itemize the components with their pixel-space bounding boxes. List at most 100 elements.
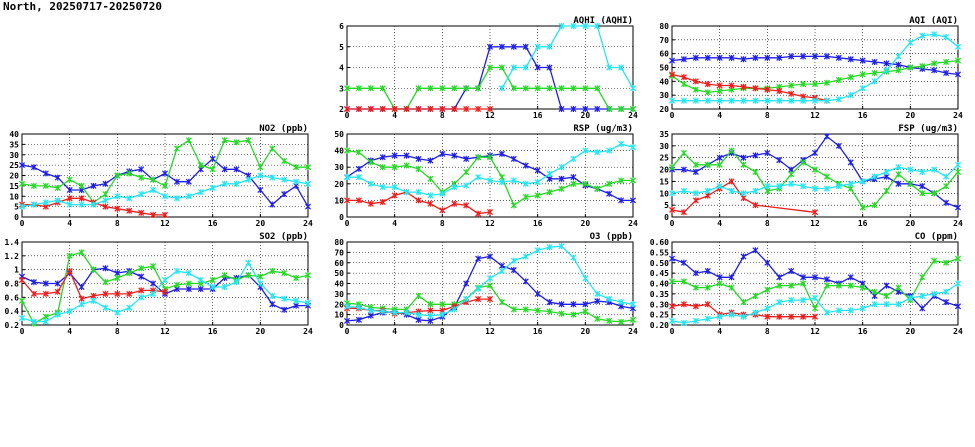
aqhi-series-2-point <box>367 105 374 113</box>
no2-series-2-point <box>114 205 121 212</box>
o3-series-0-point <box>415 316 422 323</box>
rsp-series-3-point <box>343 174 351 181</box>
aqi-series-3-point <box>847 92 854 99</box>
aqhi-series-2-point <box>355 105 362 113</box>
aqi-title: AQI (AQI) <box>909 16 958 26</box>
aqi-series-0-point <box>943 70 950 77</box>
aqi-series-3-point <box>895 53 902 60</box>
no2-series-1-point <box>78 182 85 189</box>
aqi-series-1-point <box>680 81 687 88</box>
no2-series-3-point <box>78 201 85 208</box>
chart-co: 0 4 8 12 16 20 24 0.200.25 0.300.350.40 0.450.50 0… <box>650 232 963 336</box>
rsp-xtick-label: 0 <box>345 219 350 228</box>
no2-series-0-point <box>90 182 97 189</box>
no2-series-3-point <box>114 193 121 200</box>
no2-series-3-point <box>293 178 300 185</box>
o3-series-3-point <box>379 308 386 315</box>
fsp-series-1-point <box>752 168 759 175</box>
o3-series-0-point <box>558 301 565 308</box>
aqi-series-1-point <box>800 81 807 88</box>
no2-series-3-point <box>161 193 169 200</box>
rsp-ytick-label: 0 <box>339 213 344 222</box>
so2-series-2-point <box>18 277 26 284</box>
fsp-xtick-label: 8 <box>765 219 770 228</box>
so2-series-3-point <box>269 292 276 299</box>
aqi-ytick-label: 20 <box>659 105 669 114</box>
so2-series-3-point <box>293 297 300 304</box>
so2-series-0-point <box>138 273 145 280</box>
rsp-series-0-point <box>463 155 470 162</box>
co-series-0-point <box>728 274 735 281</box>
co-ytick-label: 0.50 <box>650 259 669 268</box>
no2-series-1-point <box>150 176 157 183</box>
co-series-1-point <box>692 284 699 291</box>
rsp-series-0-point <box>439 150 446 157</box>
co-series-1-point <box>788 282 795 289</box>
aqi-series-0-point <box>716 54 723 61</box>
aqhi-xtick-label: 12 <box>485 111 495 120</box>
aqhi-series-1-point <box>355 85 362 92</box>
co-series-1-point <box>776 282 783 289</box>
fsp-ytick-label: 0 <box>664 213 669 222</box>
rsp-series-2-point <box>367 200 374 207</box>
rsp-series-3-point <box>463 182 470 189</box>
no2-series-2-point <box>126 207 133 214</box>
o3-series-0-point <box>510 266 517 274</box>
aqi-series-1-point <box>847 74 854 81</box>
aqi-xtick-label: 24 <box>953 111 963 120</box>
co-series-1-point <box>800 280 807 287</box>
no2-series-1-point <box>304 164 312 171</box>
fsp-series-1-point <box>728 147 735 154</box>
rsp-series-3-point <box>570 155 577 162</box>
fsp-ytick-label: 15 <box>659 177 669 186</box>
aqhi-title: AQHI (AQHI) <box>573 16 633 26</box>
aqi-series-3-point <box>907 39 914 46</box>
o3-series-0-point <box>546 299 553 306</box>
co-series-0-point <box>692 270 699 277</box>
co-series-3-point <box>680 319 687 326</box>
aqhi-series-3-point <box>629 85 637 92</box>
co-series-0-point <box>704 268 711 275</box>
co-ytick-label: 0.55 <box>650 248 669 257</box>
fsp-series-0-point <box>692 168 699 175</box>
fsp-series-3-point <box>680 187 687 194</box>
rsp-series-3-point <box>486 177 494 184</box>
aqhi-series-0-point <box>534 64 541 71</box>
aqi-series-3-point <box>859 85 866 92</box>
rsp-series-1-point <box>546 189 553 196</box>
fsp-xtick-label: 4 <box>717 219 722 228</box>
co-series-0-point <box>788 268 795 275</box>
co-series-0-point <box>752 247 759 254</box>
rsp-series-0-point <box>606 190 613 197</box>
aqi-series-0-point <box>668 57 676 64</box>
rsp-series-1-point <box>343 147 351 154</box>
aqhi-series-1-point <box>606 105 613 113</box>
aqhi-series-2-point <box>379 105 386 113</box>
co-series-1-point <box>871 288 878 295</box>
fsp-xtick-label: 16 <box>858 219 868 228</box>
no2-series-0-point <box>138 166 145 173</box>
so2-series-3-point <box>161 277 169 284</box>
so2-xtick-label: 12 <box>160 327 170 336</box>
so2-series-2-point <box>138 287 145 294</box>
o3-series-3-point <box>510 257 517 264</box>
fsp-series-3-point <box>871 173 878 180</box>
rsp-series-2-point <box>463 202 470 209</box>
o3-series-0-point <box>498 262 505 269</box>
o3-series-1-point <box>546 308 553 315</box>
o3-series-3-point <box>558 243 565 250</box>
aqi-series-0-point <box>895 61 902 68</box>
aqi-series-1-point <box>716 87 723 95</box>
no2-ytick-label: 20 <box>9 172 19 181</box>
no2-series-1-point <box>173 145 180 152</box>
o3-series-3-point <box>618 299 625 306</box>
aqi-series-1-point <box>954 57 962 64</box>
aqi-series-3-point <box>800 97 807 104</box>
aqi-series-0-point <box>752 54 759 61</box>
co-series-1-point <box>680 278 687 285</box>
rsp-series-1-point <box>415 165 422 172</box>
no2-series-2-point <box>161 211 169 218</box>
so2-series-0-point <box>42 280 49 287</box>
rsp-series-0-point <box>534 167 541 174</box>
aqi-series-3-point <box>728 97 735 104</box>
